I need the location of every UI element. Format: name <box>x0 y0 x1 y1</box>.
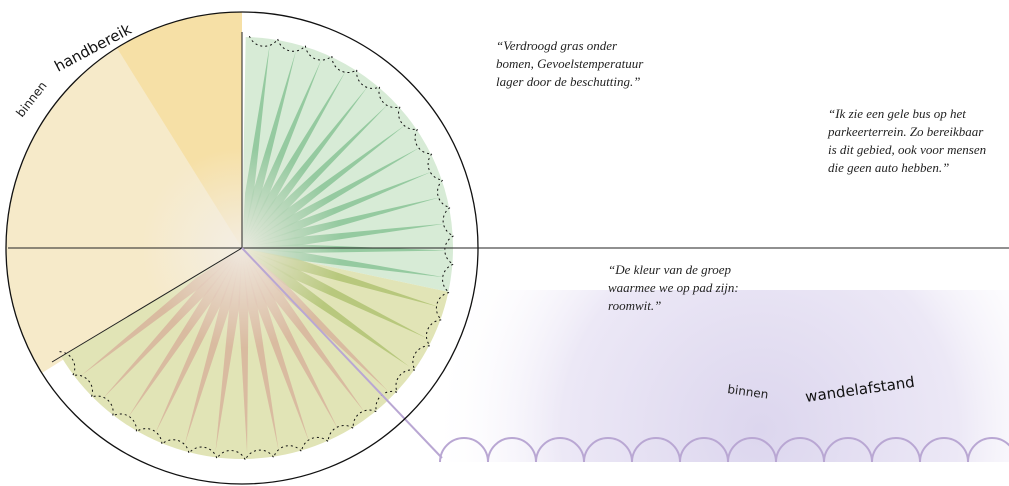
walk-haze <box>400 290 1009 486</box>
quote-line: waarmee we op pad zijn: <box>608 280 739 295</box>
quote-line: “De kleur van de groep <box>608 262 731 277</box>
quotes: “Verdroogd gras onder bomen, Gevoelstempe… <box>496 38 986 313</box>
quote-line: roomwit.” <box>608 298 661 313</box>
quote-line: “Ik zie een gele bus op het <box>828 106 966 121</box>
quote-line: is dit gebied, ook voor mensen <box>828 142 986 157</box>
quote-line: lager door de beschutting.” <box>496 74 640 89</box>
circle-label-small: binnen <box>13 79 49 120</box>
diagram: binnen handbereik binnen wandelafstand “… <box>0 0 1009 486</box>
circle-art <box>6 12 454 460</box>
quote-line: parkeerterrein. Zo bereikbaar <box>827 124 984 139</box>
quote-line: bomen, Gevoelstemperatuur <box>496 56 644 71</box>
quote-line: “Verdroogd gras onder <box>496 38 618 53</box>
quote-line: die geen auto hebben.” <box>828 160 949 175</box>
ground <box>440 462 1009 486</box>
